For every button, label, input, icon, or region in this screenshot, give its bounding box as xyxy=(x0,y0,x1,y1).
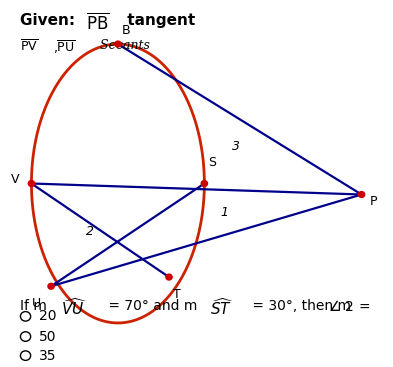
Text: Secants: Secants xyxy=(92,39,150,51)
Text: $\overline{\rm PV}$: $\overline{\rm PV}$ xyxy=(20,39,38,54)
Text: P: P xyxy=(369,195,377,208)
Text: S: S xyxy=(208,156,216,169)
Circle shape xyxy=(115,41,121,47)
Text: B: B xyxy=(122,24,130,37)
Text: tangent: tangent xyxy=(122,13,195,28)
Text: ,$\overline{\rm PU}$: ,$\overline{\rm PU}$ xyxy=(53,39,76,56)
Text: = 70° and m: = 70° and m xyxy=(104,299,198,313)
Text: $\widehat{ST}$: $\widehat{ST}$ xyxy=(210,297,234,318)
Text: 50: 50 xyxy=(39,330,57,344)
Text: If m: If m xyxy=(20,299,46,313)
Text: 3: 3 xyxy=(232,140,240,153)
Text: = 30°, then m: = 30°, then m xyxy=(248,299,351,313)
Text: V: V xyxy=(11,173,20,186)
Text: Given:: Given: xyxy=(20,13,80,28)
Circle shape xyxy=(358,192,365,197)
Text: 35: 35 xyxy=(39,349,57,363)
Circle shape xyxy=(201,181,208,186)
Text: $\angle$ 2 =: $\angle$ 2 = xyxy=(328,299,370,314)
Text: 20: 20 xyxy=(39,309,57,323)
Text: 2: 2 xyxy=(86,225,94,238)
Circle shape xyxy=(28,181,35,186)
Circle shape xyxy=(166,274,172,280)
Text: 1: 1 xyxy=(220,206,228,219)
Text: $\overline{\rm PB}$: $\overline{\rm PB}$ xyxy=(86,12,110,33)
Text: $\widehat{VU}$: $\widehat{VU}$ xyxy=(61,297,87,318)
Text: U: U xyxy=(32,297,41,310)
Circle shape xyxy=(48,283,54,289)
Text: T: T xyxy=(173,288,181,301)
